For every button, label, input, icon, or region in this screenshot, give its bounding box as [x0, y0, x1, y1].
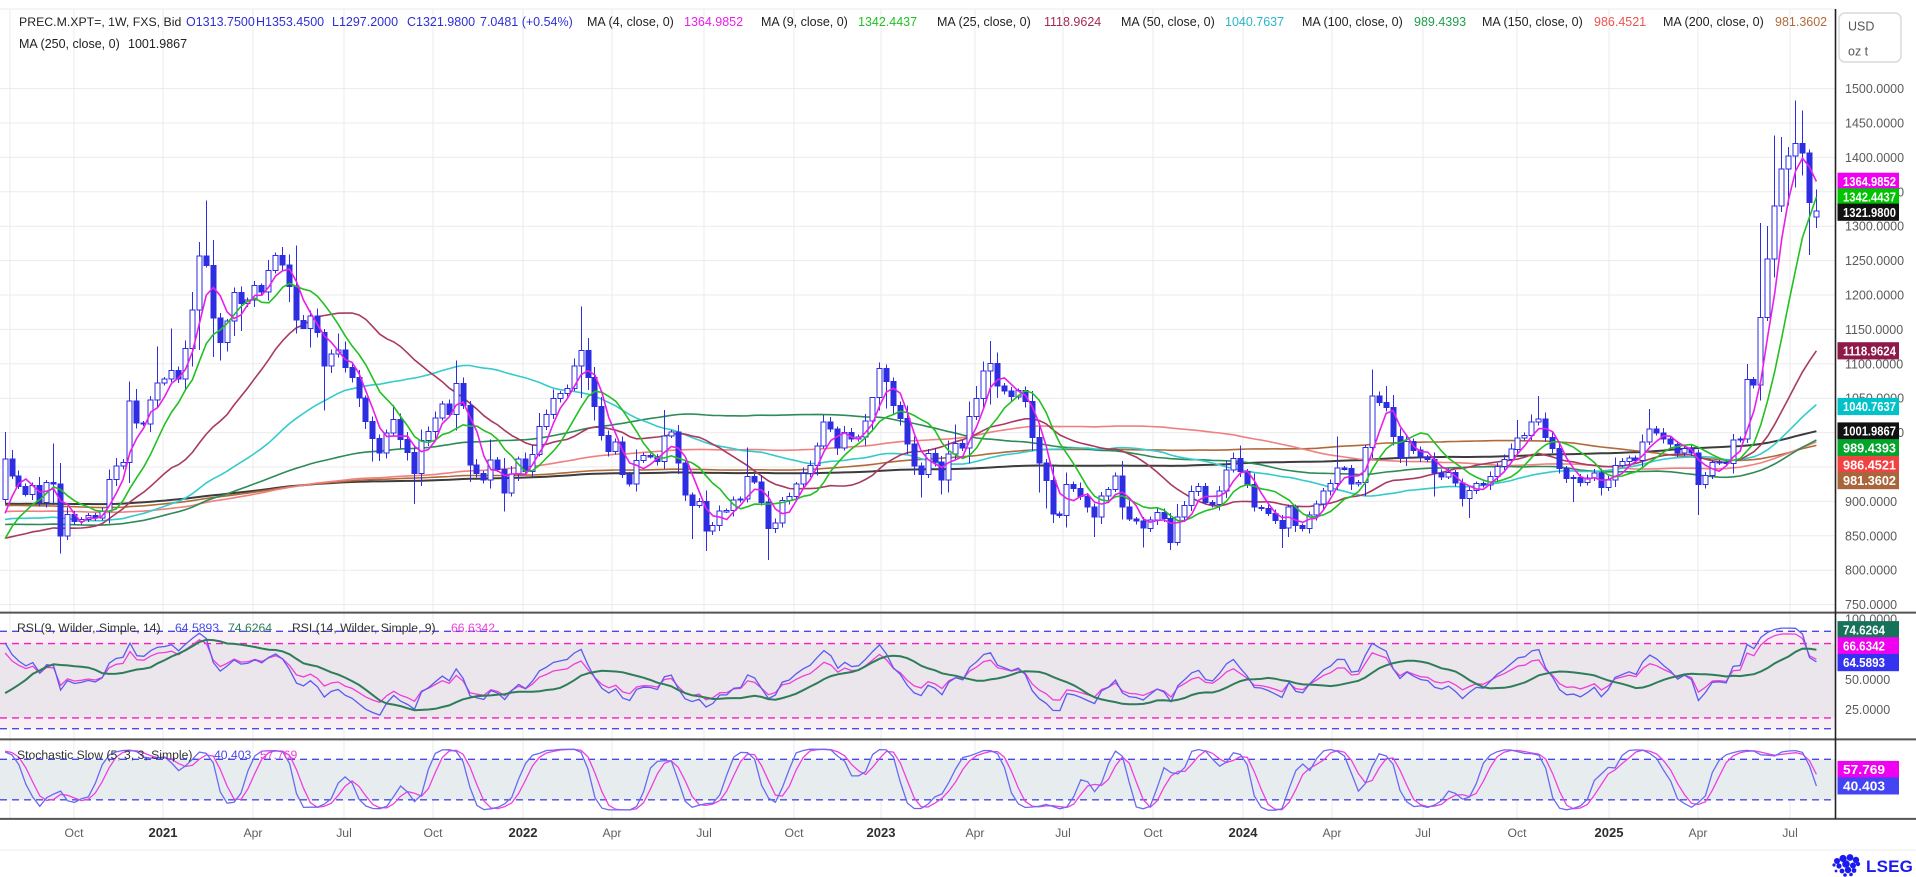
svg-text:7.0481 (+0.54%): 7.0481 (+0.54%) — [480, 15, 573, 29]
svg-text:1500.0000: 1500.0000 — [1845, 82, 1904, 96]
svg-text:MA (4, close, 0): MA (4, close, 0) — [587, 15, 674, 29]
svg-text:1321.9800: 1321.9800 — [1843, 206, 1896, 220]
svg-text:USD: USD — [1848, 20, 1874, 34]
svg-text:Jul: Jul — [1782, 826, 1798, 840]
svg-text:Oct: Oct — [1508, 826, 1528, 840]
svg-text:57.769: 57.769 — [260, 748, 297, 762]
svg-text:Jul: Jul — [336, 826, 352, 840]
svg-text:1100.0000: 1100.0000 — [1845, 357, 1903, 371]
svg-text:Oct: Oct — [785, 826, 805, 840]
svg-text:1200.0000: 1200.0000 — [1845, 289, 1904, 303]
svg-text:RSI (9, Wilder, Simple, 14): RSI (9, Wilder, Simple, 14) — [17, 621, 161, 635]
svg-text:850.0000: 850.0000 — [1845, 529, 1897, 543]
svg-text:MA (250, close, 0): MA (250, close, 0) — [19, 37, 120, 51]
svg-text:Apr: Apr — [603, 826, 622, 840]
svg-text:MA (100, close, 0): MA (100, close, 0) — [1302, 15, 1403, 29]
svg-text:MA (9, close, 0): MA (9, close, 0) — [761, 15, 848, 29]
svg-text:1001.9867: 1001.9867 — [1843, 425, 1896, 439]
svg-text:1250.0000: 1250.0000 — [1845, 254, 1904, 268]
svg-text:50.0000: 50.0000 — [1845, 673, 1890, 687]
svg-text:Oct: Oct — [424, 826, 444, 840]
svg-text:64.5893: 64.5893 — [175, 621, 219, 635]
svg-text:LSEG: LSEG — [1866, 857, 1913, 876]
svg-text:O1313.7500: O1313.7500 — [186, 15, 255, 29]
svg-text:986.4521: 986.4521 — [1843, 458, 1896, 472]
svg-text:750.0000: 750.0000 — [1845, 598, 1897, 612]
svg-text:40.403: 40.403 — [1843, 780, 1885, 794]
svg-text:66.6342: 66.6342 — [451, 621, 495, 635]
svg-text:981.3602: 981.3602 — [1843, 474, 1896, 488]
svg-text:2023: 2023 — [867, 825, 896, 840]
svg-text:986.4521: 986.4521 — [1594, 15, 1646, 29]
svg-text:L1297.2000: L1297.2000 — [332, 15, 398, 29]
svg-text:1364.9852: 1364.9852 — [1843, 175, 1896, 189]
svg-text:57.769: 57.769 — [1843, 763, 1885, 777]
svg-text:900.0000: 900.0000 — [1845, 495, 1897, 509]
svg-text:MA (25, close, 0): MA (25, close, 0) — [937, 15, 1031, 29]
svg-text:Jul: Jul — [696, 826, 712, 840]
svg-text:1342.4437: 1342.4437 — [858, 15, 917, 29]
svg-text:2024: 2024 — [1229, 825, 1259, 840]
svg-text:1040.7637: 1040.7637 — [1843, 400, 1896, 414]
svg-text:989.4393: 989.4393 — [1414, 15, 1466, 29]
svg-text:1364.9852: 1364.9852 — [684, 15, 743, 29]
svg-text:25.0000: 25.0000 — [1845, 703, 1890, 717]
svg-text:Oct: Oct — [65, 826, 85, 840]
svg-text:1118.9624: 1118.9624 — [1044, 15, 1101, 29]
svg-text:981.3602: 981.3602 — [1775, 15, 1827, 29]
svg-text:Jul: Jul — [1055, 826, 1071, 840]
svg-text:66.6342: 66.6342 — [1843, 639, 1885, 653]
svg-text:RSI (14, Wilder, Simple, 9): RSI (14, Wilder, Simple, 9) — [292, 621, 436, 635]
svg-text:1040.7637: 1040.7637 — [1225, 15, 1284, 29]
svg-text:1400.0000: 1400.0000 — [1845, 151, 1904, 165]
svg-text:2025: 2025 — [1595, 825, 1624, 840]
svg-text:989.4393: 989.4393 — [1843, 441, 1896, 455]
svg-text:Stochastic Slow (5, 3, 3, Simp: Stochastic Slow (5, 3, 3, Simple) — [17, 748, 192, 762]
svg-text:74.6264: 74.6264 — [228, 621, 272, 635]
svg-text:1001.9867: 1001.9867 — [128, 37, 187, 51]
svg-text:40.403: 40.403 — [214, 748, 251, 762]
svg-text:oz t: oz t — [1848, 45, 1869, 59]
svg-text:Oct: Oct — [1144, 826, 1164, 840]
svg-text:Jul: Jul — [1415, 826, 1431, 840]
svg-text:1342.4437: 1342.4437 — [1843, 191, 1896, 205]
svg-text:PREC.M.XPT=, 1W, FXS, Bid: PREC.M.XPT=, 1W, FXS, Bid — [19, 15, 181, 29]
svg-text:1300.0000: 1300.0000 — [1845, 220, 1904, 234]
svg-text:Apr: Apr — [244, 826, 263, 840]
svg-text:MA (200, close, 0): MA (200, close, 0) — [1663, 15, 1764, 29]
svg-text:1118.9624: 1118.9624 — [1843, 344, 1896, 358]
svg-text:74.6264: 74.6264 — [1843, 623, 1885, 637]
svg-text:H1353.4500: H1353.4500 — [256, 15, 324, 29]
svg-text:800.0000: 800.0000 — [1845, 564, 1897, 578]
svg-text:64.5893: 64.5893 — [1843, 656, 1885, 670]
svg-text:Apr: Apr — [1689, 826, 1708, 840]
svg-text:2022: 2022 — [509, 825, 538, 840]
svg-text:Apr: Apr — [1323, 826, 1342, 840]
svg-text:2021: 2021 — [149, 825, 178, 840]
svg-text:MA (50, close, 0): MA (50, close, 0) — [1121, 15, 1215, 29]
svg-text:Apr: Apr — [966, 826, 985, 840]
svg-text:MA (150, close, 0): MA (150, close, 0) — [1482, 15, 1583, 29]
svg-text:1150.0000: 1150.0000 — [1845, 323, 1903, 337]
svg-text:C1321.9800: C1321.9800 — [407, 15, 475, 29]
svg-text:1450.0000: 1450.0000 — [1845, 117, 1904, 131]
